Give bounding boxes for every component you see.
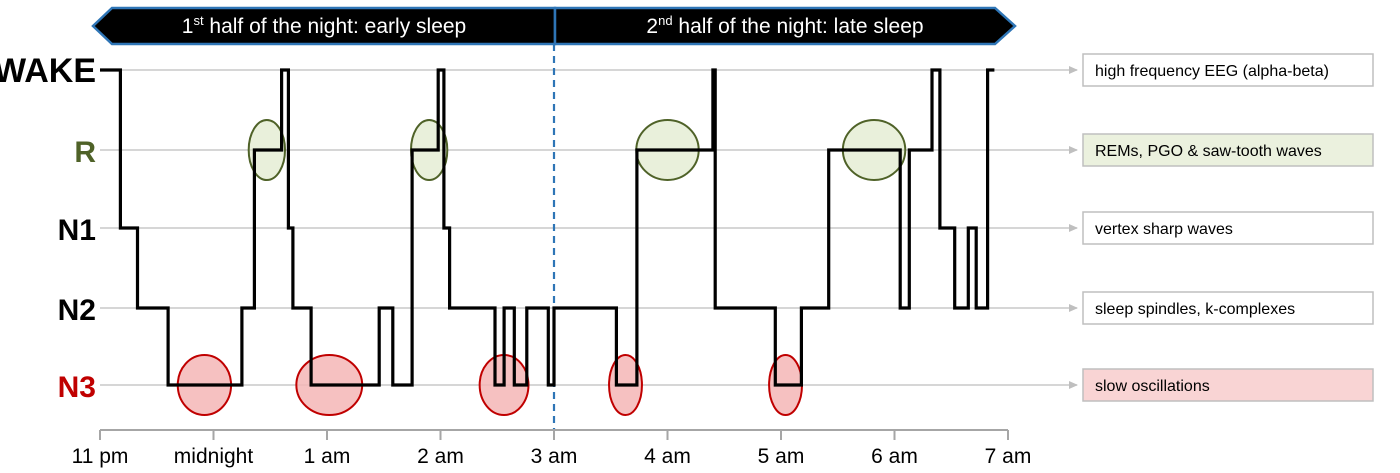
x-tick-label: 11 pm xyxy=(72,445,129,468)
note-box xyxy=(1082,133,1374,167)
stage-label-r: R xyxy=(74,136,96,169)
stage-label-wake: WAKE xyxy=(0,52,96,90)
banner-label: 1st half of the night: early sleep xyxy=(182,13,466,38)
stage-label-n3: N3 xyxy=(58,371,96,404)
note-box xyxy=(1082,291,1374,325)
x-tick-label: 2 am xyxy=(417,445,464,468)
note-text: sleep spindles, k-complexes xyxy=(1095,301,1295,318)
stage-label-n2: N2 xyxy=(58,294,96,327)
banner-bar xyxy=(553,6,1017,46)
note-box xyxy=(1082,53,1374,87)
note-text: REMs, PGO & saw-tooth waves xyxy=(1095,143,1322,160)
x-tick-label: 5 am xyxy=(758,445,805,468)
x-tick-label: 1 am xyxy=(304,445,351,468)
x-tick-label: 7 am xyxy=(985,445,1032,468)
note-box xyxy=(1082,211,1374,245)
note-text: high frequency EEG (alpha-beta) xyxy=(1095,63,1329,80)
banner-label: 2nd half of the night: late sleep xyxy=(646,13,923,38)
hypnogram-line xyxy=(100,68,995,387)
note-text: slow oscillations xyxy=(1095,378,1210,395)
x-tick-label: 6 am xyxy=(871,445,918,468)
x-tick-label: 4 am xyxy=(644,445,691,468)
x-tick-label: 3 am xyxy=(531,445,578,468)
note-text: vertex sharp waves xyxy=(1095,221,1233,238)
note-box xyxy=(1082,368,1374,402)
x-tick-label: midnight xyxy=(174,445,254,468)
stage-label-n1: N1 xyxy=(58,214,96,247)
